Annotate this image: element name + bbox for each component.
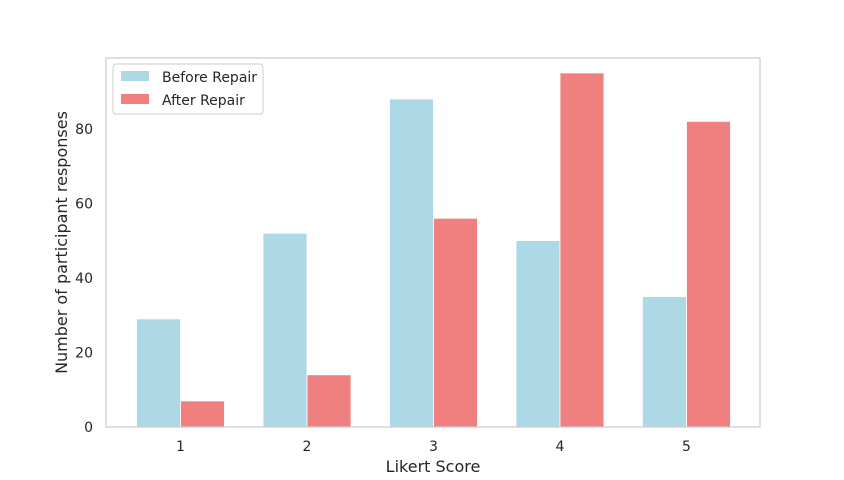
series-after-repair — [180, 72, 731, 428]
x-tick-label: 5 — [682, 439, 691, 455]
legend-box — [112, 63, 264, 115]
bar-after-repair-5 — [686, 120, 731, 428]
y-axis-ticks: 0 20 40 60 80 — [75, 122, 93, 436]
plot-frame — [105, 57, 761, 428]
x-axis-label: Likert Score — [386, 457, 481, 476]
y-tick-label: 60 — [75, 196, 93, 212]
y-tick-label: 0 — [84, 420, 93, 436]
y-tick-label: 20 — [75, 345, 93, 361]
bar-after-repair-4 — [559, 72, 605, 428]
legend-label-after-repair: After Repair — [162, 93, 245, 109]
legend-swatch-before-repair — [121, 71, 149, 81]
y-tick-label: 80 — [75, 122, 93, 138]
bar-after-repair-2 — [306, 374, 352, 428]
bar-after-repair-3 — [433, 217, 478, 428]
series-before-repair — [136, 98, 687, 428]
y-axis-label: Number of participant responses — [52, 111, 71, 374]
bar-before-repair-2 — [262, 232, 308, 428]
x-axis-ticks: 1 2 3 4 5 — [176, 439, 691, 455]
x-tick-label: 3 — [429, 439, 438, 455]
bar-after-repair-1 — [180, 400, 225, 428]
plot-area — [136, 72, 731, 428]
bar-before-repair-4 — [515, 240, 561, 428]
bar-before-repair-1 — [136, 318, 181, 428]
x-tick-label: 1 — [176, 439, 185, 455]
legend-swatch-after-repair — [121, 94, 149, 104]
x-tick-label: 4 — [556, 439, 565, 455]
x-tick-label: 2 — [303, 439, 312, 455]
bar-before-repair-3 — [389, 98, 434, 428]
y-tick-label: 40 — [75, 271, 93, 287]
bar-before-repair-5 — [642, 296, 687, 428]
legend-label-before-repair: Before Repair — [162, 70, 257, 86]
legend: Before Repair After Repair — [112, 63, 264, 115]
